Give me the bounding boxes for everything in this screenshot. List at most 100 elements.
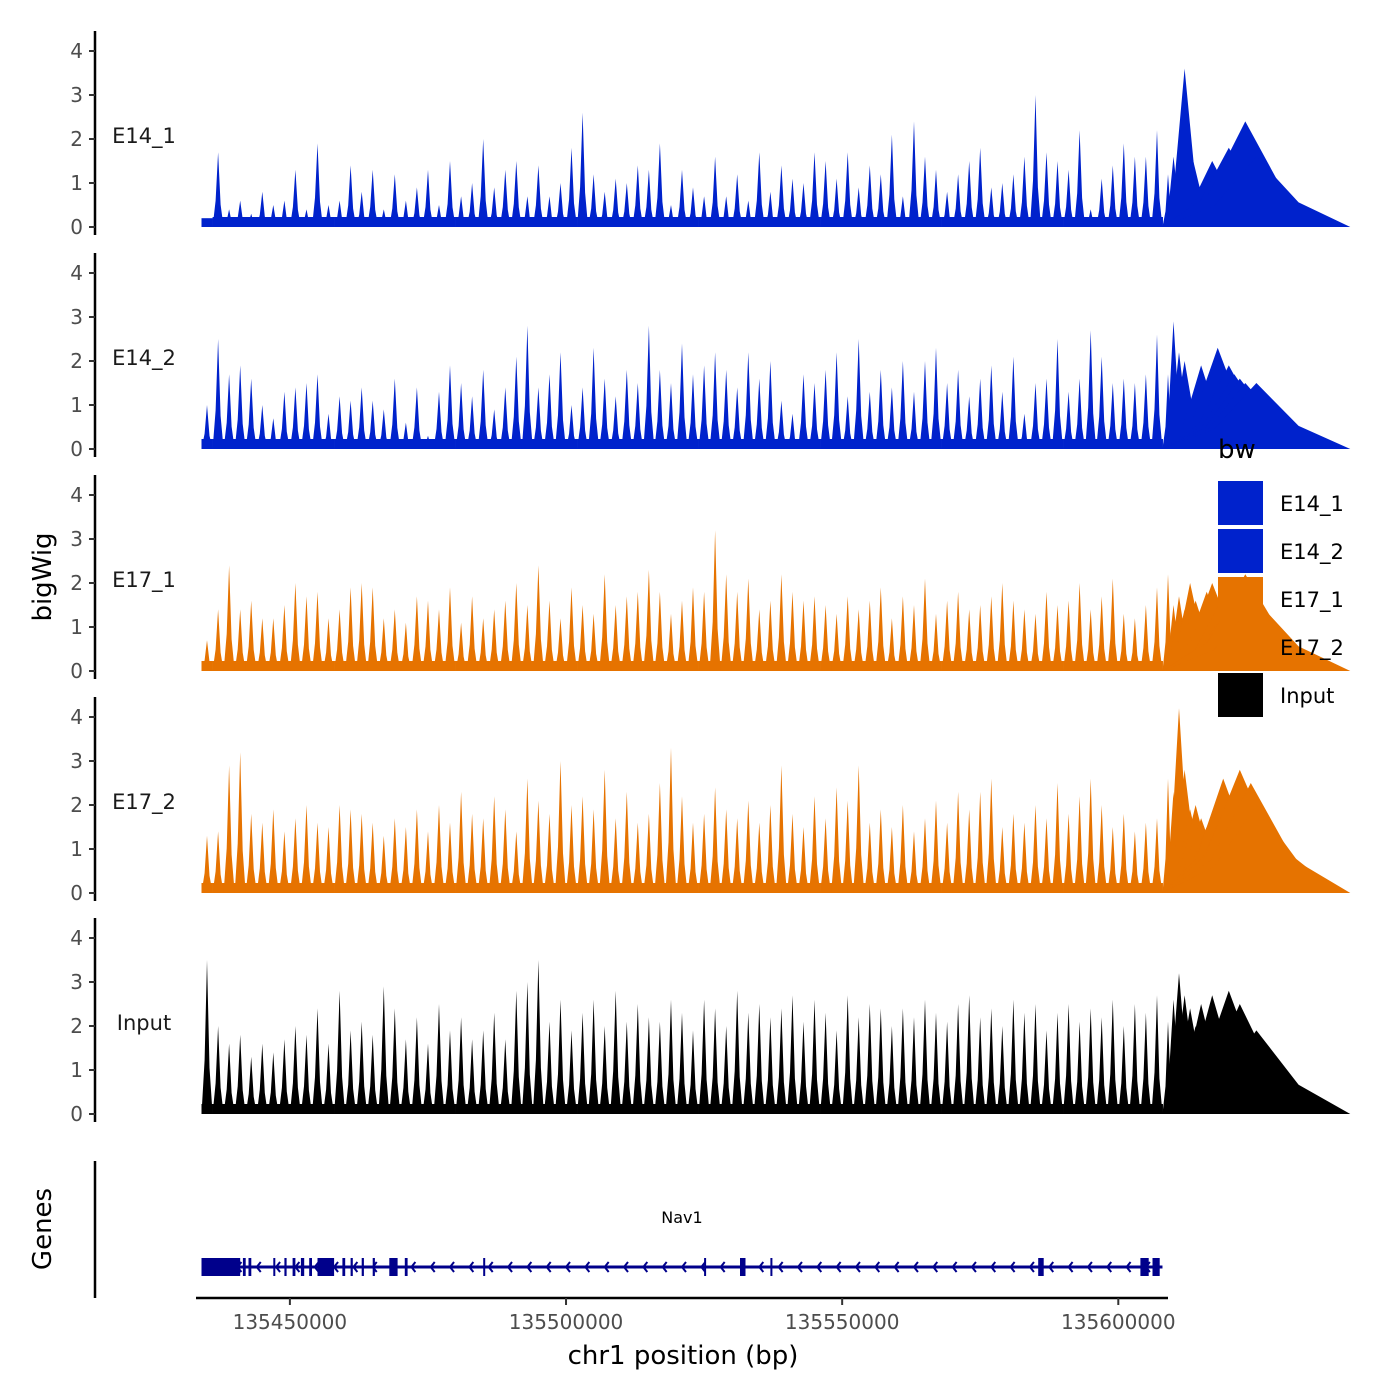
signal-floor — [367, 1104, 379, 1114]
signal-bin — [709, 352, 721, 449]
signal-floor — [400, 661, 412, 671]
signal-floor — [566, 439, 578, 449]
signal-bin — [588, 999, 600, 1114]
signal-floor — [400, 883, 412, 893]
signal-bin — [875, 174, 887, 227]
signal-floor — [731, 217, 744, 227]
signal-floor — [588, 661, 600, 671]
signal-bin — [643, 169, 655, 227]
signal-floor — [996, 439, 1009, 449]
signal-floor — [621, 439, 633, 449]
signal-floor — [378, 661, 390, 671]
signal-bin — [588, 174, 600, 227]
signal-floor — [632, 439, 644, 449]
signal-bin — [963, 995, 975, 1114]
signal-floor — [665, 439, 677, 449]
signal-bin — [1129, 156, 1141, 227]
signal-floor — [742, 883, 755, 893]
signal-bin — [930, 1012, 942, 1114]
signal-bin — [577, 1012, 589, 1114]
signal-floor — [731, 439, 744, 449]
signal-bin — [300, 805, 312, 893]
signal-bin — [543, 600, 555, 671]
signal-floor — [256, 883, 269, 893]
signal-bin — [908, 1017, 920, 1114]
signal-floor — [941, 217, 953, 227]
gene-exon — [309, 1258, 312, 1276]
gene-exon — [483, 1258, 486, 1276]
signal-floor — [853, 883, 865, 893]
legend-swatch-E14_2 — [1218, 529, 1263, 573]
signal-floor — [323, 661, 335, 671]
signal-floor — [577, 217, 589, 227]
signal-floor — [930, 661, 942, 671]
signal-floor — [764, 661, 777, 671]
signal-floor — [820, 1104, 832, 1114]
signal-floor — [864, 1104, 876, 1114]
signal-bin — [433, 1004, 445, 1114]
y-tick-label: 4 — [70, 39, 83, 63]
signal-bin — [654, 1021, 666, 1114]
signal-floor — [543, 1104, 556, 1114]
signal-floor — [212, 661, 224, 671]
signal-floor — [256, 661, 269, 671]
signal-floor — [786, 661, 799, 671]
signal-bin — [543, 813, 555, 893]
signal-floor — [1018, 217, 1031, 227]
strand-arrow — [777, 1261, 784, 1273]
signal-bin — [256, 1043, 268, 1114]
signal-floor — [654, 883, 666, 893]
signal-floor — [952, 217, 964, 227]
signal-floor — [444, 1104, 456, 1114]
signal-floor — [543, 217, 556, 227]
y-tick-label: 0 — [70, 437, 83, 461]
signal-bin — [1162, 1030, 1351, 1114]
signal-bin — [731, 174, 743, 227]
signal-bin — [223, 374, 235, 449]
signal-floor — [676, 439, 688, 449]
signal-floor — [389, 217, 401, 227]
signal-floor — [842, 217, 854, 227]
legend-swatch-Input — [1218, 673, 1263, 717]
signal-floor — [974, 883, 987, 893]
signal-bin — [985, 596, 997, 671]
signal-bin — [1151, 818, 1163, 893]
signal-floor — [1018, 1104, 1031, 1114]
signal-bin — [676, 343, 688, 449]
signal-floor — [1029, 661, 1042, 671]
gene-exon — [1140, 1258, 1149, 1276]
signal-bin — [599, 1026, 611, 1114]
signal-bin — [367, 169, 379, 227]
signal-bin — [842, 800, 854, 893]
strand-arrow — [545, 1261, 552, 1273]
strand-arrow — [989, 1261, 997, 1273]
signal-floor — [1041, 661, 1053, 671]
signal-floor — [654, 439, 666, 449]
signal-bin — [312, 591, 323, 671]
signal-floor — [422, 883, 434, 893]
signal-bin — [720, 574, 732, 671]
signal-bin — [367, 587, 379, 671]
signal-bin — [897, 596, 909, 671]
signal-floor — [223, 661, 235, 671]
signal-floor — [323, 1104, 335, 1114]
signal-floor — [389, 439, 401, 449]
signal-bin — [588, 613, 600, 671]
gene-exon — [361, 1258, 364, 1276]
signal-floor — [764, 217, 777, 227]
signal-bin — [378, 618, 390, 671]
signal-floor — [543, 883, 556, 893]
strand-arrow — [255, 1261, 262, 1273]
signal-floor — [875, 1104, 887, 1114]
signal-bin — [400, 1039, 412, 1114]
signal-bin — [775, 765, 787, 893]
signal-floor — [952, 1104, 964, 1114]
signal-bin — [952, 174, 964, 227]
signal-floor — [212, 439, 224, 449]
signal-bin — [389, 378, 401, 449]
signal-floor — [1029, 1104, 1042, 1114]
signal-bin — [842, 995, 854, 1114]
signal-floor — [687, 217, 699, 227]
signal-bin — [289, 169, 301, 227]
signal-bin — [1107, 827, 1119, 893]
